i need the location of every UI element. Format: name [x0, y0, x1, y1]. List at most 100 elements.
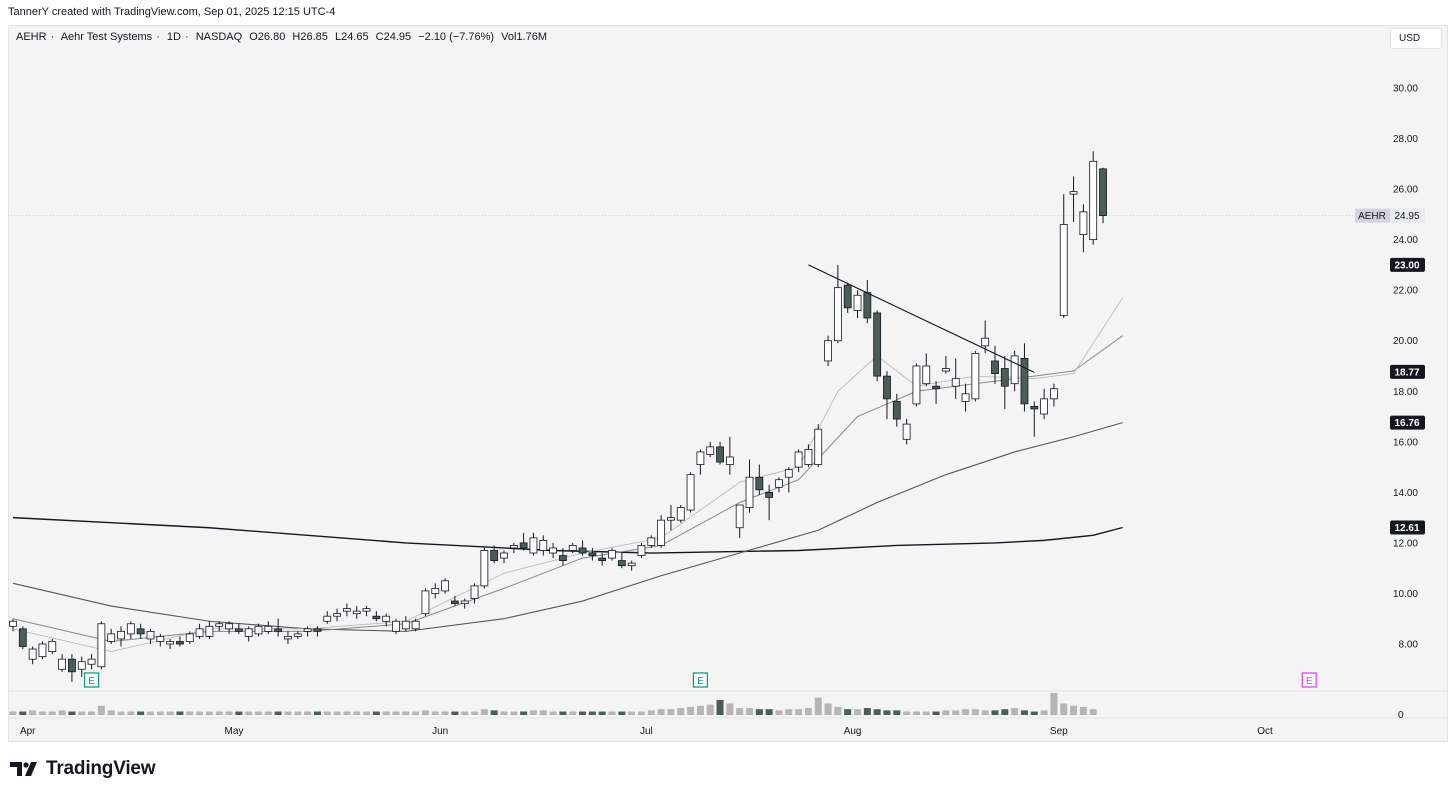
candle-body — [58, 658, 66, 670]
ma-price-label-bg — [1390, 364, 1425, 379]
ma-price-label-bg — [1390, 415, 1425, 430]
volume-bar — [706, 704, 714, 715]
candle-body — [500, 552, 508, 559]
tradingview-logo[interactable]: TradingView — [10, 758, 156, 780]
legend-timeframe[interactable]: 1D — [166, 31, 181, 43]
candle-body — [853, 294, 862, 311]
candle-body — [460, 600, 469, 604]
candle-body — [313, 628, 322, 632]
candle-body — [1010, 355, 1019, 385]
candle-body — [117, 630, 125, 640]
candle-body — [38, 643, 47, 658]
volume-bar — [637, 711, 645, 715]
volume-bar — [618, 711, 626, 715]
volume-bar — [687, 706, 695, 715]
volume-bar — [255, 711, 262, 715]
candle-body — [205, 625, 214, 637]
currency-button[interactable]: USD — [1390, 28, 1442, 49]
volume-bar — [117, 711, 125, 715]
legend-symbol[interactable]: AEHR — [16, 31, 47, 43]
candle-body — [1069, 191, 1078, 195]
earnings-marker-label: E — [1306, 676, 1313, 687]
candle-body — [706, 446, 715, 455]
candle-body — [883, 375, 891, 400]
candle-body — [716, 446, 724, 463]
x-tick-label: Jul — [640, 726, 653, 737]
volume-bar — [696, 705, 704, 715]
y-tick-label: 28.00 — [1393, 134, 1418, 145]
candle-body — [136, 628, 145, 635]
earnings-marker-box — [692, 672, 708, 688]
last-price-symbol-bg — [1355, 208, 1390, 223]
volume-bar — [421, 710, 429, 715]
candle-body — [1040, 398, 1048, 415]
candle-body — [284, 636, 292, 640]
candle-body — [323, 615, 332, 622]
volume-bar — [598, 711, 606, 715]
legend-separator-3: · — [184, 31, 189, 43]
candle-body — [1079, 211, 1088, 235]
volume-bar — [88, 711, 96, 715]
x-tick-label: Oct — [1257, 726, 1273, 737]
volume-bar — [304, 711, 312, 715]
candle-body — [126, 623, 135, 635]
y-tick-label: 16.00 — [1393, 437, 1418, 448]
candle-body — [1000, 368, 1009, 387]
volume-bar — [323, 711, 331, 715]
volume-bar — [814, 697, 822, 715]
candle-body — [185, 633, 194, 642]
volume-bar — [873, 709, 881, 715]
earnings-marker[interactable]: E — [692, 672, 708, 688]
candle-body — [490, 550, 499, 561]
candle-body — [784, 469, 793, 478]
volume-bar — [490, 710, 498, 715]
candle-body — [176, 641, 184, 645]
candle-body — [195, 628, 204, 637]
earnings-marker[interactable]: E — [1301, 672, 1317, 688]
candle-body — [794, 451, 803, 468]
candle-body — [166, 641, 175, 645]
candle-body — [617, 560, 626, 567]
candle-body — [725, 456, 734, 465]
candle-body — [686, 474, 695, 511]
candle-body — [873, 312, 882, 377]
candle-body — [951, 378, 960, 387]
candle-body — [77, 661, 86, 670]
volume-bar — [1050, 693, 1058, 715]
candle-body — [647, 537, 656, 546]
volume-bar — [903, 711, 911, 715]
candle-body — [608, 550, 616, 559]
y-tick-label: 20.00 — [1393, 336, 1418, 347]
ma-price-label: 18.77 — [1394, 367, 1419, 378]
volume-bar — [402, 711, 410, 715]
candle-body — [382, 615, 391, 622]
legend-low: L24.65 — [334, 31, 369, 43]
volume-bar — [471, 711, 479, 715]
earnings-marker-box — [1301, 672, 1317, 688]
candle-body — [863, 292, 872, 319]
legend-exchange: NASDAQ — [195, 31, 243, 43]
candle-body — [509, 545, 518, 549]
chart-pane[interactable] — [8, 25, 1448, 742]
earnings-marker[interactable]: E — [83, 672, 100, 688]
candle-body — [961, 393, 970, 402]
candle-body — [627, 562, 636, 567]
volume-bar — [912, 711, 920, 715]
candle-body — [833, 287, 842, 342]
y-tick-label: 14.00 — [1393, 488, 1418, 499]
candle-body — [942, 368, 950, 372]
candle-body — [1059, 224, 1068, 316]
candle-body — [1089, 160, 1098, 241]
y-tick-label: 30.00 — [1393, 84, 1418, 95]
volume-bar — [215, 711, 223, 715]
volume-bar — [922, 711, 930, 715]
volume-bar — [68, 711, 76, 715]
candle-body — [48, 641, 57, 652]
legend-separator-2: · — [156, 31, 160, 43]
candle-body — [892, 400, 901, 420]
earnings-marker-box — [83, 672, 100, 688]
candle-body — [9, 620, 17, 627]
volume-bar — [1070, 705, 1078, 715]
legend-close: C24.95 — [375, 31, 412, 43]
